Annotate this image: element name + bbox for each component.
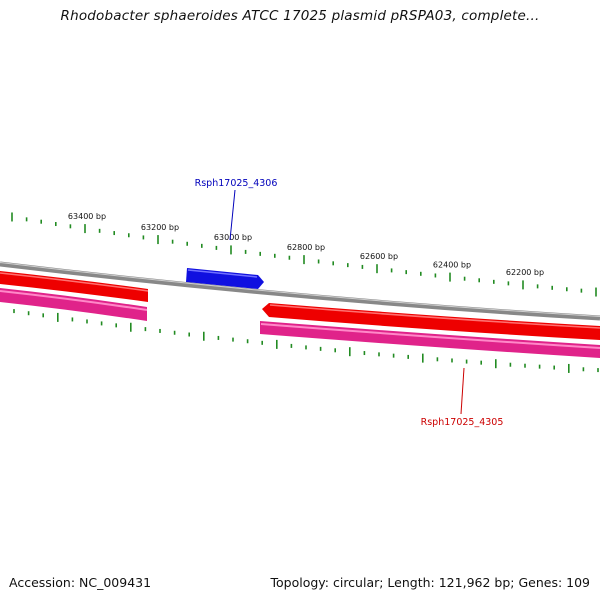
gene-label-leader-reverse [460,367,465,415]
accession-text: Accession: NC_009431 [9,575,152,590]
gene-band-left-highlight [0,272,149,292]
inner-tick-marks [13,309,599,373]
gene-band-right[interactable] [262,303,600,340]
cds-band-left-highlight [0,290,148,311]
scale-label: 63000 bp [214,233,252,242]
scale-label: 63400 bp [68,212,106,221]
cds-band-right-highlight [260,323,600,349]
map-title: Rhodobacter sphaeroides ATCC 17025 plasm… [60,8,540,24]
scale-label: 62400 bp [433,260,471,269]
scale-label: 62800 bp [287,243,325,252]
gene-arrow-forward[interactable] [186,268,264,289]
gene-label-reverse[interactable]: Rsph17025_4305 [421,417,504,428]
plasmid-backbone [0,261,600,321]
gene-band-left[interactable] [0,271,148,302]
scale-label: 63200 bp [141,223,179,232]
gene-band-right-highlight [269,304,600,329]
cds-band-left[interactable] [0,288,147,321]
scale-label: 62600 bp [360,252,398,261]
scale-label: 62200 bp [506,268,544,277]
outer-tick-marks [11,212,597,297]
gene-label-leader-forward [229,189,236,241]
gene-arrow-forward-highlight [187,269,258,278]
topology-summary: Topology: circular; Length: 121,962 bp; … [270,575,591,590]
tick-labels: 63400 bp 63200 bp 63000 bp 62800 bp 62600 bp… [68,212,544,277]
gene-label-forward[interactable]: Rsph17025_4306 [195,178,278,189]
plasmid-backbone-highlight [0,262,600,317]
